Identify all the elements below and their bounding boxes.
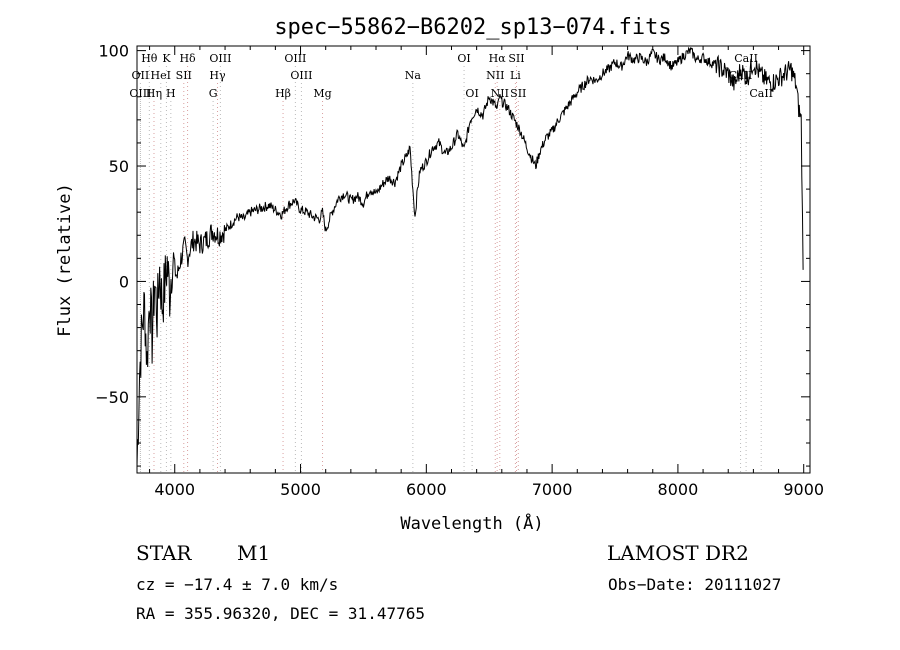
x-tick-label: 8000: [658, 480, 699, 499]
coordinates-text: RA = 355.96320, DEC = 31.47765: [136, 604, 425, 623]
survey-name: LAMOST DR2: [607, 541, 749, 565]
spectral-line-label: OIII: [209, 52, 231, 65]
object-class: STAR: [136, 541, 192, 565]
x-tick-label: 9000: [783, 480, 824, 499]
spectrum-line: [136, 46, 804, 467]
spectral-line-label: Hβ: [275, 87, 291, 100]
spectral-line-label: Hη: [146, 87, 162, 100]
x-tick-label: 7000: [532, 480, 573, 499]
spectral-line-label: OIII: [284, 52, 306, 65]
spectral-line-label: Hθ: [141, 52, 158, 65]
spectral-line-label: H: [166, 87, 176, 100]
spectral-line-label: OI: [457, 52, 470, 65]
y-axis-label: Flux (relative): [55, 183, 75, 337]
spectral-line-label: Hγ: [209, 69, 226, 82]
x-tick-label: 4000: [154, 480, 195, 499]
x-tick-label: 6000: [406, 480, 447, 499]
spectral-line-label: Na: [405, 69, 422, 82]
spectral-line-label: OIII: [290, 69, 312, 82]
spectral-line-label: OIII: [129, 87, 151, 100]
spectral-line-label: OI: [465, 87, 478, 100]
spectral-line-label: NII: [491, 87, 509, 100]
spectral-line-label: HeI: [151, 69, 171, 82]
object-subclass: M1: [237, 541, 271, 565]
spectral-line-label: Li: [510, 69, 521, 82]
spectral-line-label: SII: [510, 87, 526, 100]
x-tick-label: 5000: [280, 480, 321, 499]
spectral-line-label: Hα: [489, 52, 507, 65]
spectral-line-label: K: [162, 52, 171, 65]
spectral-line-label: NII: [486, 69, 504, 82]
spectral-line-label: Mg: [313, 87, 331, 100]
spectral-line-label: SII: [176, 69, 192, 82]
axis-ticks: 4000 5000 6000 7000 8000 9000 −50 0 50 100: [95, 42, 824, 499]
spectral-line-label: CaII: [734, 52, 758, 65]
y-tick-label: −50: [95, 388, 129, 407]
y-tick-label: 0: [119, 272, 129, 291]
plot-frame: [136, 45, 811, 474]
x-axis-label: Wavelength (Å): [400, 512, 543, 534]
spectral-line-label: G: [209, 87, 218, 100]
spectral-line-label: OII: [132, 69, 150, 82]
chart-title: spec−55862−B6202_sp13−074.fits: [274, 15, 671, 40]
y-tick-label: 100: [98, 42, 129, 61]
spectral-line-label: Hδ: [179, 52, 196, 65]
obs-date-text: Obs−Date: 20111027: [608, 575, 782, 594]
spectral-line-label: SII: [508, 52, 524, 65]
redshift-text: cz = −17.4 ± 7.0 km/s: [136, 575, 339, 594]
spectral-line-label: CaII: [749, 87, 773, 100]
y-tick-label: 50: [109, 157, 129, 176]
